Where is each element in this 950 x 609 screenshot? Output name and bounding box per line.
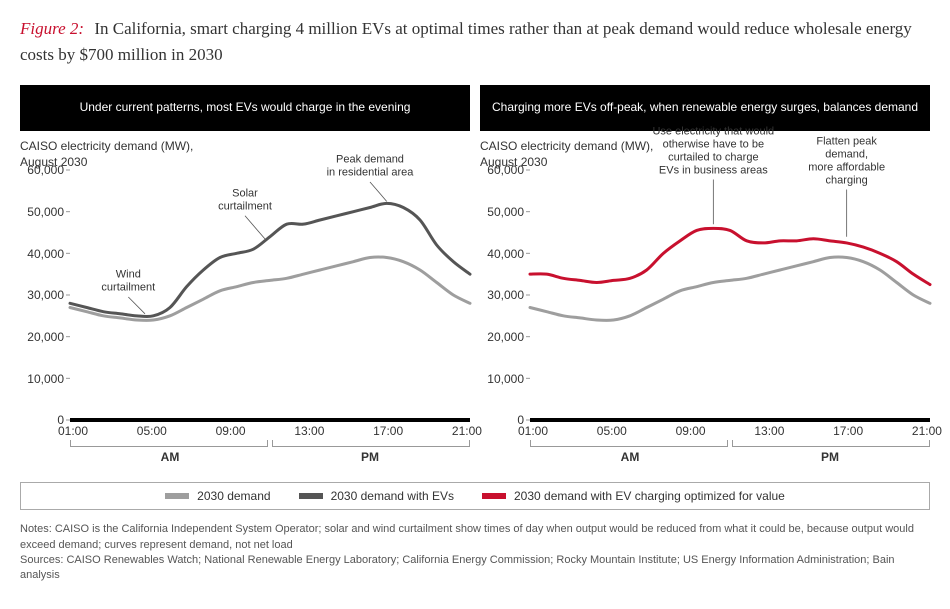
y-tick-label: 40,000 [487,247,524,261]
x-tick-label: 21:00 [452,424,482,438]
x-tick-label: 09:00 [216,424,246,438]
x-tick-label: 05:00 [597,424,627,438]
y-tick-label: 50,000 [487,205,524,219]
panel-title-right: Charging more EVs off-peak, when renewab… [480,85,930,131]
x-axis-right: 01:0005:0009:0013:0017:0021:00 AM PM [530,420,930,464]
legend-swatch [165,493,189,499]
am-label: AM [70,440,270,464]
y-tick-label: 60,000 [487,163,524,177]
y-tick-label: 40,000 [27,247,64,261]
y-tick-label: 0 [517,413,524,427]
plot-right-svg [530,170,930,420]
am-label: AM [530,440,730,464]
legend-label: 2030 demand [197,489,270,503]
figure-headline-text: In California, smart charging 4 million … [20,19,912,64]
footer-notes: Notes: CAISO is the California Independe… [20,522,930,584]
x-tick-label: 21:00 [912,424,942,438]
panel-optimized: Charging more EVs off-peak, when renewab… [480,85,930,464]
legend-item: 2030 demand with EV charging optimized f… [482,489,785,503]
series-demand_ev [70,204,470,317]
legend-label: 2030 demand with EV charging optimized f… [514,489,785,503]
y-tick-label: 30,000 [27,288,64,302]
pm-label: PM [270,440,470,464]
y-tick-label: 10,000 [487,372,524,386]
x-tick-label: 13:00 [754,424,784,438]
x-ticks-left: 01:0005:0009:0013:0017:0021:00 [58,420,482,438]
x-axis-left: 01:0005:0009:0013:0017:0021:00 AM PM [70,420,470,464]
legend-label: 2030 demand with EVs [331,489,454,503]
series-demand [530,257,930,320]
legend-item: 2030 demand with EVs [299,489,454,503]
plot-right: Use electricity that wouldotherwise have… [530,170,930,420]
plot-left: WindcurtailmentSolarcurtailmentPeak dema… [70,170,470,420]
y-ticks-right: 010,00020,00030,00040,00050,00060,000 [480,170,530,420]
figure-headline: Figure 2: In California, smart charging … [20,16,930,67]
plot-left-svg [70,170,470,420]
y-tick-label: 50,000 [27,205,64,219]
chart-left: 010,00020,00030,00040,00050,00060,000 Wi… [20,170,470,420]
legend-item: 2030 demand [165,489,270,503]
y-tick-label: 20,000 [27,330,64,344]
x-ticks-right: 01:0005:0009:0013:0017:0021:00 [518,420,942,438]
y-ticks-left: 010,00020,00030,00040,00050,00060,000 [20,170,70,420]
y-axis-label-left: CAISO electricity demand (MW), August 20… [20,139,470,170]
y-tick-label: 10,000 [27,372,64,386]
x-tick-label: 05:00 [137,424,167,438]
figure-label: Figure 2: [20,19,84,38]
x-tick-label: 09:00 [676,424,706,438]
series-demand [70,257,470,320]
y-tick-label: 20,000 [487,330,524,344]
x-tick-label: 17:00 [833,424,863,438]
panel-current: Under current patterns, most EVs would c… [20,85,470,464]
chart-right: 010,00020,00030,00040,00050,00060,000 Us… [480,170,930,420]
y-tick-label: 60,000 [27,163,64,177]
ampm-right: AM PM [530,440,930,464]
notes-text: Notes: CAISO is the California Independe… [20,522,930,553]
y-tick-label: 30,000 [487,288,524,302]
panels: Under current patterns, most EVs would c… [20,85,930,464]
panel-title-left: Under current patterns, most EVs would c… [20,85,470,131]
series-demand_opt [530,229,930,285]
legend-swatch [299,493,323,499]
x-tick-label: 13:00 [294,424,324,438]
legend: 2030 demand 2030 demand with EVs 2030 dema… [20,482,930,510]
sources-text: Sources: CAISO Renewables Watch; Nationa… [20,553,930,584]
x-tick-label: 17:00 [373,424,403,438]
legend-swatch [482,493,506,499]
ampm-left: AM PM [70,440,470,464]
pm-label: PM [730,440,930,464]
y-tick-label: 0 [57,413,64,427]
y-axis-label-right: CAISO electricity demand (MW), August 20… [480,139,930,170]
